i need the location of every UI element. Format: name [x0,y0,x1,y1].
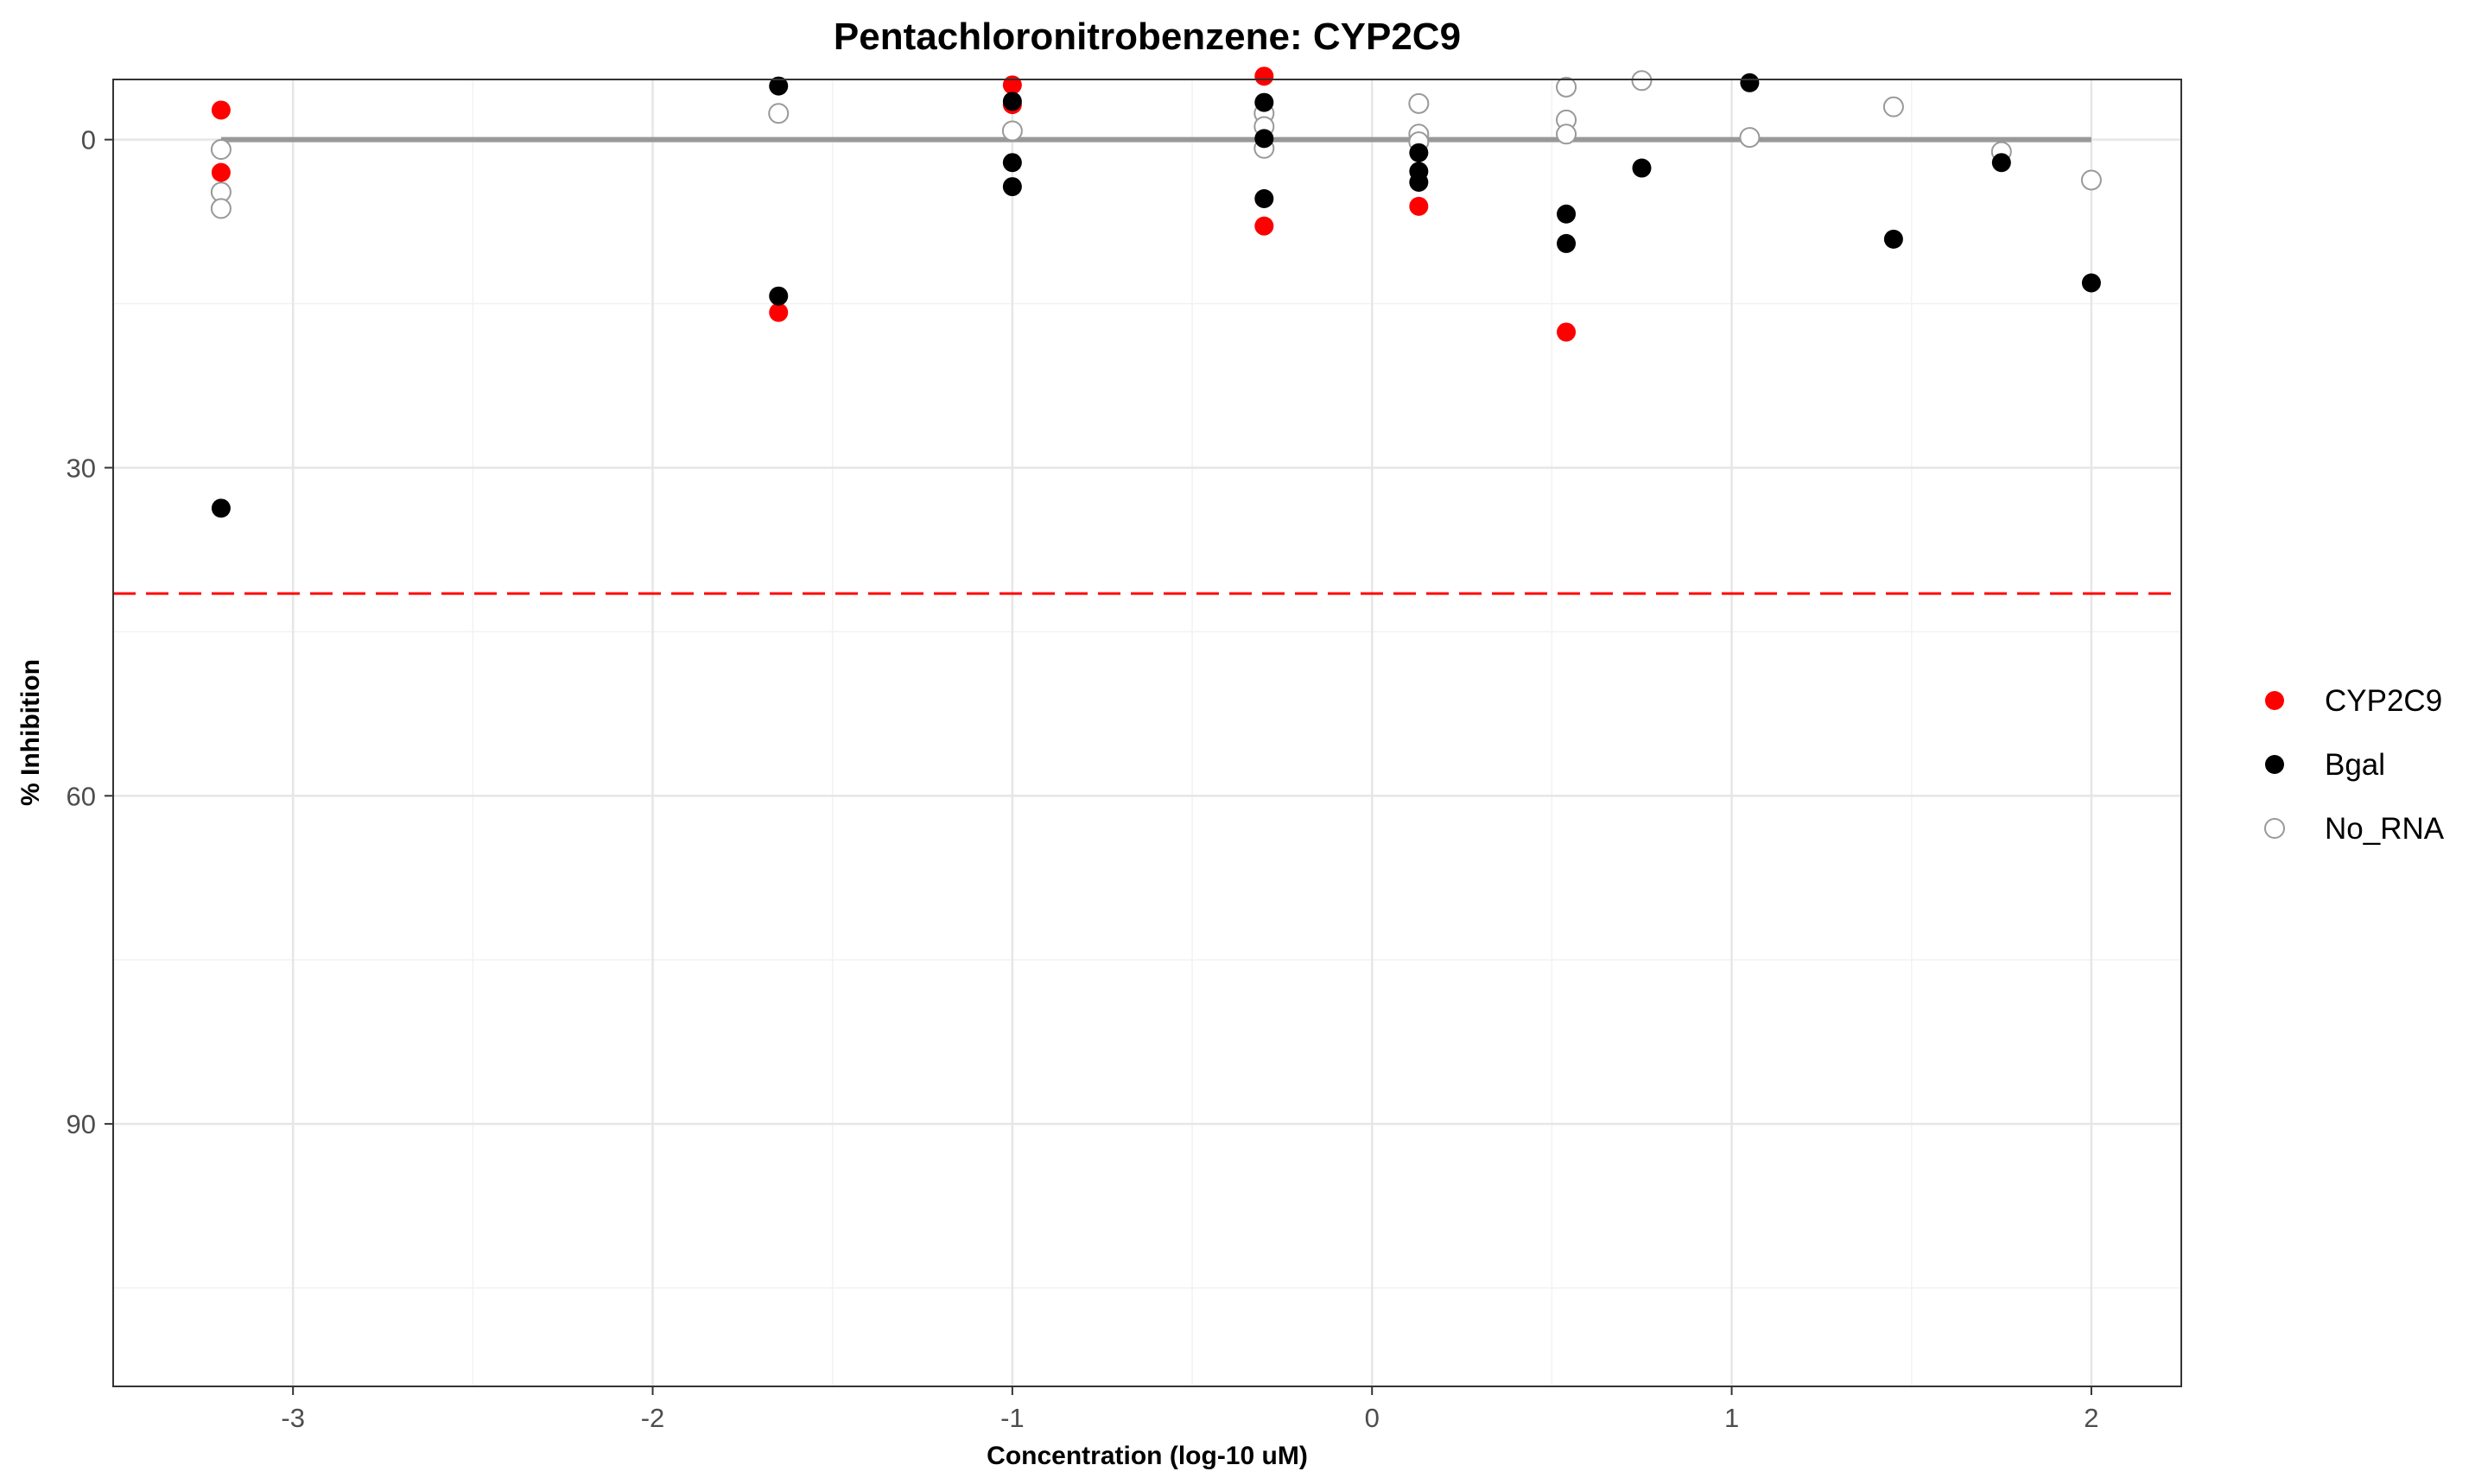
x-tick-label: 2 [2084,1403,2098,1433]
y-tick-label: 30 [67,453,96,483]
y-tick-label: 60 [67,781,96,811]
y-tick-label: 90 [67,1109,96,1139]
data-point-bgal [2081,273,2101,293]
data-point-cyp2c9 [1557,322,1577,342]
y-tick-label: 0 [81,125,96,155]
data-point-bgal [769,286,789,306]
data-point-bgal [1254,189,1274,209]
data-point-bgal [1740,73,1760,92]
plot-border [112,79,2182,1387]
data-point-bgal [1991,153,2011,173]
data-point-no-rna [210,139,232,161]
data-point-cyp2c9 [211,162,231,182]
data-point-no-rna [768,103,790,124]
data-point-cyp2c9 [1002,75,1022,95]
data-point-bgal [1002,92,1022,111]
data-point-cyp2c9 [1254,67,1274,86]
data-point-bgal [1557,233,1577,253]
legend-key-cyp2c9 [2265,691,2284,710]
data-point-bgal [1557,204,1577,224]
legend: CYP2C9 Bgal No_RNA [2264,684,2445,846]
data-point-no-rna [1556,124,1577,145]
x-tick-label: -2 [641,1403,665,1433]
data-point-no-rna [210,198,232,219]
data-point-bgal [1409,143,1429,162]
reference-lines [113,136,2181,595]
chart-title: Pentachloronitrobenzene: CYP2C9 [834,16,1461,58]
y-axis-title: % Inhibition [16,659,45,806]
data-point-bgal [1002,153,1022,173]
data-point-bgal [1632,158,1652,178]
legend-key-no-rna [2264,818,2285,839]
data-point-no-rna [1739,127,1761,149]
data-point-no-rna [1001,120,1023,142]
grid [113,79,2181,1386]
x-tick-label: -3 [281,1403,305,1433]
data-point-bgal [1409,173,1429,193]
legend-label: No_RNA [2325,812,2445,846]
data-point-cyp2c9 [1409,196,1429,216]
data-point-no-rna [1631,70,1653,92]
data-point-no-rna [1882,96,1904,117]
data-point-cyp2c9 [1254,216,1274,236]
legend-label: Bgal [2325,748,2385,782]
data-point-bgal [1254,92,1274,112]
data-point-bgal [1002,177,1022,197]
x-axis-title: Concentration (log-10 uM) [987,1442,1308,1470]
data-point-no-rna [1556,76,1577,98]
data-point-bgal [211,498,231,518]
data-point-no-rna [2080,169,2102,191]
x-axis: -3 -2 -1 0 1 2 [281,1386,2099,1433]
plot-panel [112,67,2182,1387]
x-tick-label: -1 [1000,1403,1025,1433]
data-point-no-rna [1408,92,1430,114]
data-point-cyp2c9 [769,302,789,322]
legend-key-bgal [2265,755,2284,774]
plot-background [113,79,2181,1386]
x-tick-label: 0 [1365,1403,1380,1433]
legend-label: CYP2C9 [2325,684,2442,718]
x-tick-label: 1 [1724,1403,1739,1433]
data-point-bgal [1883,229,1903,249]
y-axis: 0 30 60 90 [67,125,113,1139]
data-point-cyp2c9 [211,100,231,120]
data-point-bgal [769,76,789,96]
data-point-bgal [1254,129,1274,149]
